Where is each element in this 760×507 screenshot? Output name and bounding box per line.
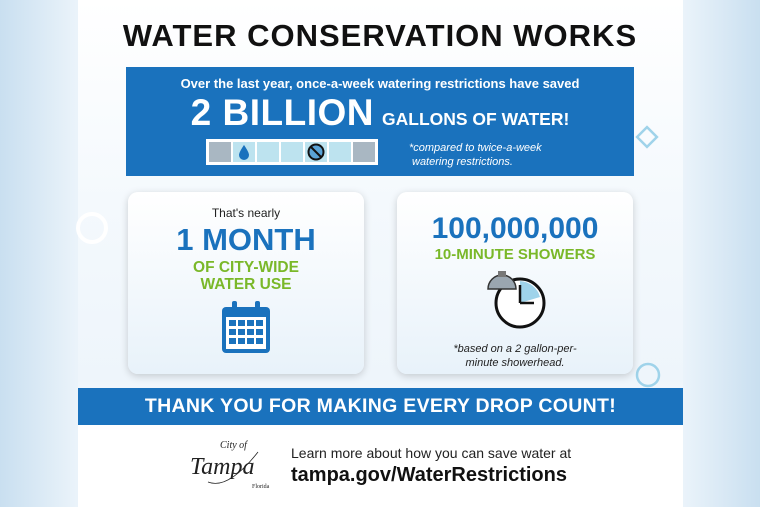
page-title: WATER CONSERVATION WORKS xyxy=(122,18,638,53)
month-label-1: OF CITY-WIDE xyxy=(193,259,299,276)
circle-decoration xyxy=(76,212,108,244)
svg-text:Florida: Florida xyxy=(252,484,270,490)
month-label-2: WATER USE xyxy=(200,276,292,293)
water-drop-icon xyxy=(233,142,255,162)
savings-banner: Over the last year, once-a-week watering… xyxy=(126,67,634,176)
svg-text:City of: City of xyxy=(220,440,248,451)
savings-headline: 2 BILLION GALLONS OF WATER! xyxy=(126,91,634,135)
city-of-tampa-logo: City of Tampa Florida xyxy=(190,440,270,490)
savings-amount: 2 BILLION xyxy=(190,92,375,133)
card-intro: That's nearly xyxy=(211,206,281,220)
calendar-icon xyxy=(222,301,270,353)
svg-text:Tampa: Tampa xyxy=(190,454,254,480)
showers-label: 10-MINUTE SHOWERS xyxy=(434,246,596,263)
savings-unit: GALLONS OF WATER! xyxy=(382,109,570,129)
thank-you-banner: THANK YOU FOR MAKING EVERY DROP COUNT! xyxy=(78,388,683,425)
showers-card: 100,000,000 10-MINUTE SHOWERS *based on … xyxy=(397,192,633,374)
savings-intro: Over the last year, once-a-week watering… xyxy=(180,76,580,91)
month-value: 1 MONTH xyxy=(176,222,316,257)
showers-value: 100,000,000 xyxy=(431,212,599,245)
no-water-icon xyxy=(305,142,327,162)
diamond-decoration xyxy=(635,125,659,149)
week-calendar-strip xyxy=(206,139,378,165)
shower-clock-icon xyxy=(487,271,546,329)
learn-more-text: Learn more about how you can save water … xyxy=(291,445,572,461)
savings-footnote: *compared to twice-a-week watering restri… xyxy=(409,142,542,168)
restrictions-link[interactable]: tampa.gov/WaterRestrictions xyxy=(291,464,567,486)
showers-footnote: *based on a 2 gallon-per-minute showerhe… xyxy=(453,343,577,369)
month-card: That's nearly 1 MONTH OF CITY-WIDE WATER… xyxy=(128,192,364,374)
circle-decoration xyxy=(635,362,661,388)
